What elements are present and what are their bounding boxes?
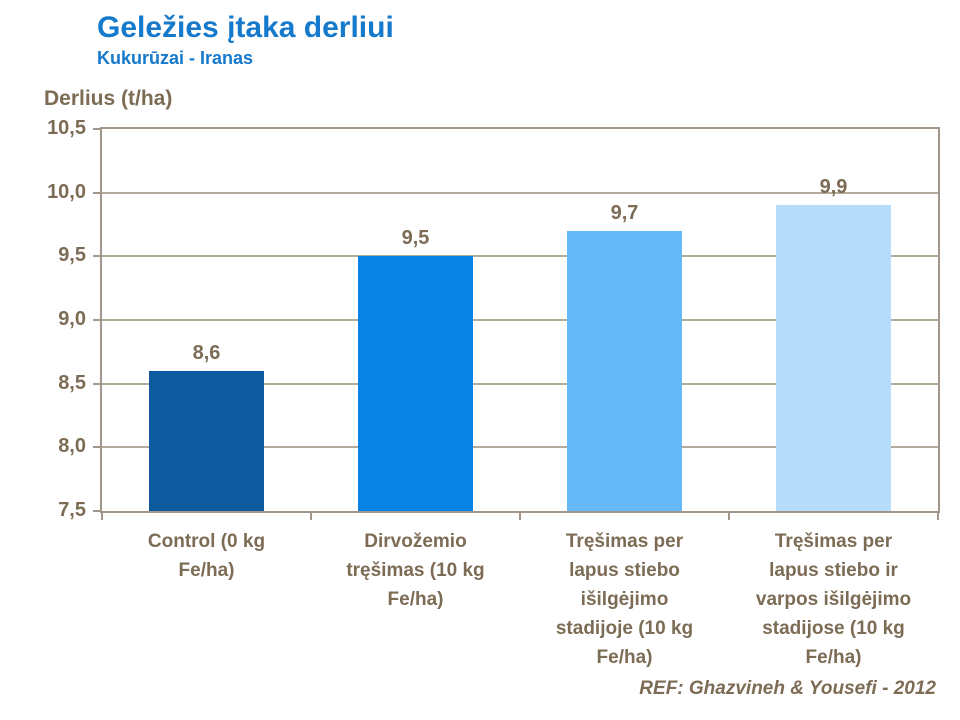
x-axis-category-label: Tręšimas per lapus stiebo ir varpos išil… [755,531,912,668]
y-axis-tick [93,128,102,130]
chart-subtitle: Kukurūzai - Iranas [97,48,254,68]
gridline [102,255,938,258]
x-axis-category-label: Control (0 kg Fe/ha) [147,531,266,581]
x-axis-category-label: Dirvožemio tręšimas (10 kg Fe/ha) [346,531,485,610]
x-axis-labels: Control (0 kg Fe/ha) Dirvožemio tręšimas … [102,527,938,687]
y-axis-tick-label: 9,0 [58,308,86,330]
chart-title: Geležies įtaka derliui [97,11,394,44]
gridline [102,319,938,321]
y-axis-tick [93,255,102,258]
gridline [102,446,938,449]
x-axis-tick [519,511,521,520]
bar-value-label: 8,6 [192,341,221,364]
x-axis-tick [937,511,939,520]
bar [567,230,682,511]
x-axis-category-label: Tręšimas per lapus stiebo išilgėjimo sta… [555,531,694,668]
y-axis-tick-label: 9,5 [58,244,86,267]
y-axis-tick [93,319,102,321]
y-axis-tick [93,191,102,194]
bar-value-label: 9,9 [819,176,848,199]
y-axis-tick-label: 10,0 [47,180,86,203]
y-axis-tick [93,382,102,385]
y-axis-tick-label: 8,5 [58,371,86,394]
y-axis-title: Derlius (t/ha) [44,87,173,110]
y-axis-tick-label: 8,0 [58,435,86,458]
bar [149,370,264,511]
bar-value-label: 9,5 [401,227,430,250]
reference-text: REF: Ghazvineh & Yousefi - 2012 [639,678,936,699]
y-axis-tick-label: 10,5 [47,117,86,139]
y-axis-tick [93,446,102,449]
bar [358,256,473,511]
x-axis-tick [101,511,103,520]
x-axis-tick [728,511,730,520]
y-axis-tick [93,510,102,512]
plot-area: 7,5 8,0 8,5 9,0 9,5 10,0 10,5 8,6 9,5 9,7 9,9 [47,117,940,521]
x-axis-tick [310,511,312,520]
y-axis-tick-label: 7,5 [58,499,86,521]
gridline [102,191,938,194]
gridline [102,382,938,385]
bar-value-label: 9,7 [610,201,639,224]
bar [776,205,891,511]
